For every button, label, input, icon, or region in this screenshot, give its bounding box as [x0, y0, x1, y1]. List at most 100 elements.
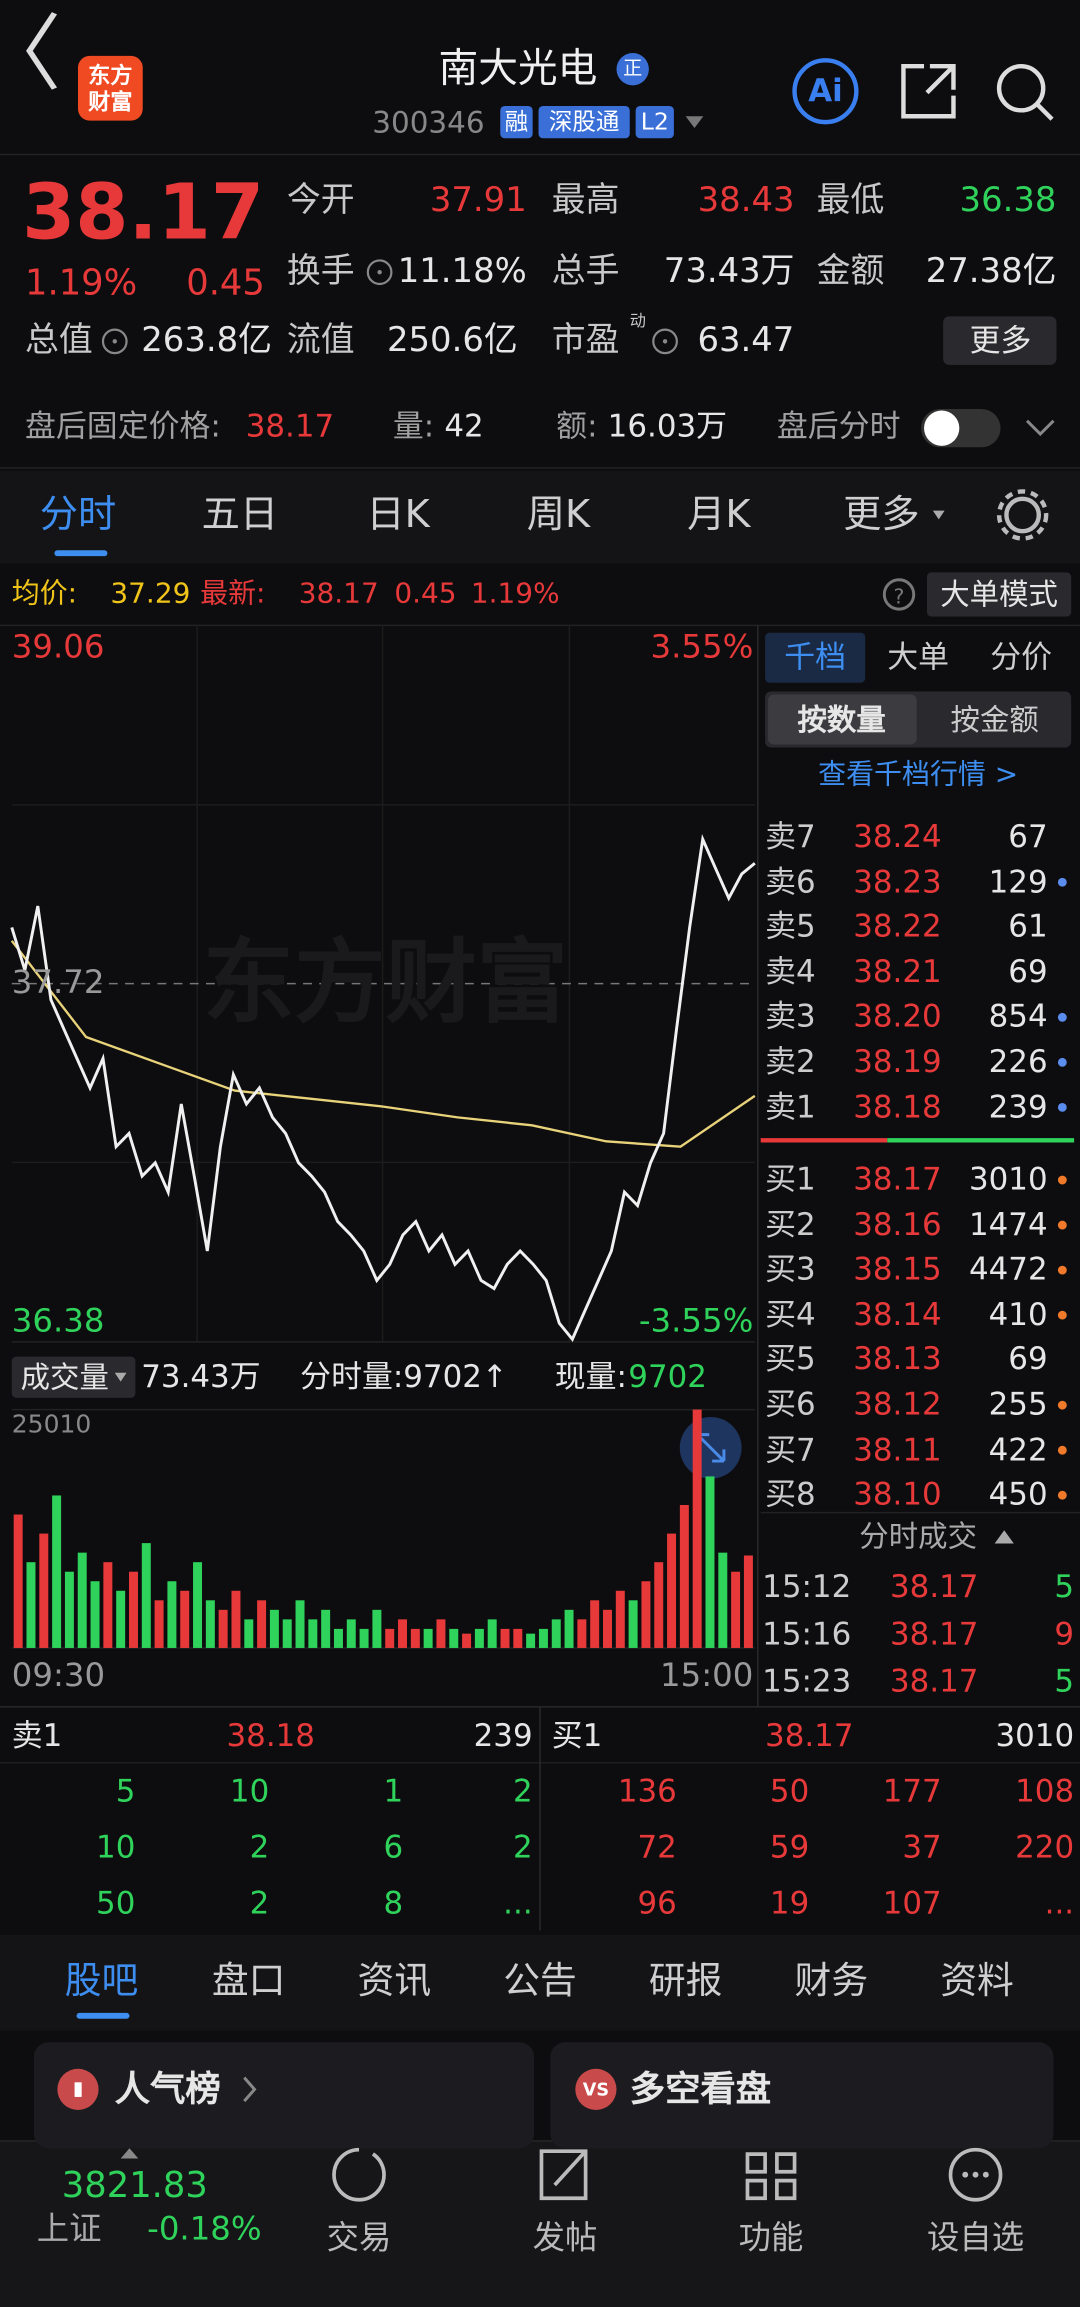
watchlist-icon[interactable] — [982, 2171, 989, 2178]
volume-bar — [615, 1590, 625, 1648]
trade-volume: 5 — [1054, 1663, 1075, 1699]
settings-icon[interactable] — [996, 489, 1049, 541]
level-volume: 410 — [988, 1296, 1048, 1333]
volume-bar — [231, 1590, 241, 1648]
card-title[interactable]: 人气榜 — [114, 2068, 221, 2110]
section-tab[interactable]: 股吧 — [64, 1959, 139, 2002]
watchlist-icon[interactable] — [962, 2171, 969, 2178]
last-pct: 1.19% — [470, 577, 560, 610]
search-icon[interactable] — [996, 64, 1046, 113]
mode-button[interactable]: 大单模式 — [940, 576, 1058, 613]
volume-bar — [410, 1628, 420, 1648]
tab[interactable]: 月K — [687, 492, 751, 538]
nav-item[interactable]: 功能 — [738, 2220, 804, 2258]
watchlist-icon[interactable] — [972, 2171, 979, 2178]
panel-tab-active[interactable] — [765, 632, 866, 683]
help-icon[interactable] — [882, 578, 916, 611]
section-tab[interactable]: 研报 — [648, 1959, 723, 2002]
volume-bar — [474, 1628, 484, 1648]
index-arrow — [120, 2148, 139, 2159]
watermark: 东方财富 — [203, 928, 568, 1036]
queue-order: 1 — [383, 1773, 404, 1810]
volume-bar — [244, 1619, 254, 1648]
nav-item[interactable]: 交易 — [326, 2220, 392, 2258]
volume-bar — [436, 1619, 446, 1648]
field-value: 36.38 — [959, 181, 1057, 220]
after-label: 量: — [392, 408, 435, 444]
volume-bar — [564, 1609, 574, 1648]
level: 卖4 — [765, 953, 816, 990]
order-dot — [1057, 1310, 1067, 1320]
ai-label[interactable]: Ai — [808, 72, 843, 109]
nav-item[interactable]: 发帖 — [532, 2220, 598, 2258]
expand-icon[interactable] — [1025, 419, 1055, 437]
tab[interactable]: 更多 — [843, 492, 920, 538]
more-button[interactable] — [943, 316, 1057, 365]
queue-order: 6 — [383, 1829, 404, 1865]
level-price: 38.15 — [853, 1251, 942, 1288]
panel-tab[interactable]: 大单 — [887, 639, 950, 675]
volume-selector[interactable] — [11, 1356, 136, 1398]
nav-item[interactable]: 设自选 — [926, 2220, 1025, 2258]
panel-tab[interactable]: 分价 — [990, 639, 1053, 675]
order-dot — [1057, 1445, 1067, 1455]
section-tab[interactable]: 资讯 — [357, 1959, 432, 2002]
volume-bar — [154, 1600, 164, 1648]
mode[interactable]: 按金额 — [950, 701, 1039, 738]
tab[interactable]: 周K — [526, 492, 591, 538]
tab[interactable]: 日K — [366, 492, 430, 538]
field-label: 市盈 — [551, 321, 620, 360]
queue-order: 8 — [383, 1885, 404, 1921]
ai-icon[interactable] — [792, 58, 859, 125]
dropdown-icon[interactable] — [685, 116, 704, 129]
mode-active[interactable] — [768, 694, 917, 745]
post-icon[interactable] — [539, 2149, 588, 2201]
back-icon[interactable] — [26, 12, 58, 90]
level-price: 38.12 — [853, 1386, 942, 1423]
help-icon: ? — [894, 584, 905, 608]
order-dot — [1057, 1490, 1067, 1500]
tab[interactable]: 五日 — [201, 492, 279, 538]
volume-bar — [167, 1581, 177, 1648]
card[interactable] — [550, 2042, 1054, 2149]
level-price: 38.22 — [853, 908, 942, 945]
function-icon[interactable] — [745, 2152, 797, 2201]
panel-tab[interactable]: 千档 — [784, 639, 847, 675]
share-icon[interactable] — [901, 64, 956, 119]
toggle-knob[interactable] — [924, 410, 960, 446]
card[interactable] — [33, 2042, 535, 2149]
sort-icon[interactable] — [994, 1530, 1014, 1544]
trade-icon[interactable] — [332, 2147, 386, 2202]
section-tab[interactable]: 财务 — [794, 1959, 869, 2002]
queue-order: 2 — [249, 1885, 270, 1921]
volume-label[interactable]: 成交量 — [20, 1359, 109, 1395]
level: 卖3 — [765, 998, 816, 1035]
depth-link[interactable]: 查看千档行情 > — [818, 758, 1019, 791]
volume-bar — [513, 1628, 523, 1648]
volume-bar — [526, 1633, 536, 1648]
volume-bar — [423, 1628, 433, 1648]
section-tab[interactable]: 资料 — [940, 1959, 1014, 2002]
section-tab[interactable]: 盘口 — [211, 1959, 286, 2002]
queue-order: 59 — [769, 1829, 810, 1865]
card-title[interactable]: 多空看盘 — [629, 2068, 772, 2110]
card-icon-text: ▮ — [72, 2078, 84, 2101]
tab[interactable]: 分时 — [39, 492, 117, 538]
queue-volume: 239 — [473, 1717, 533, 1754]
settings-icon[interactable] — [1004, 496, 1042, 534]
mode-button[interactable] — [926, 572, 1072, 617]
watchlist-icon[interactable] — [948, 2147, 1003, 2202]
search-icon[interactable] — [1035, 102, 1054, 121]
logo[interactable] — [77, 55, 143, 121]
volume-bar — [692, 1409, 702, 1648]
volume-bar — [718, 1552, 728, 1648]
avg-label: 均价: — [11, 577, 78, 610]
price: 38.17 — [22, 169, 265, 258]
volume-bar — [551, 1619, 561, 1648]
section-tab[interactable]: 公告 — [503, 1959, 577, 2002]
mode[interactable]: 按数量 — [797, 701, 886, 738]
volume-bar — [193, 1562, 203, 1648]
more-button[interactable]: 更多 — [969, 322, 1032, 359]
volume-bar — [641, 1581, 651, 1648]
